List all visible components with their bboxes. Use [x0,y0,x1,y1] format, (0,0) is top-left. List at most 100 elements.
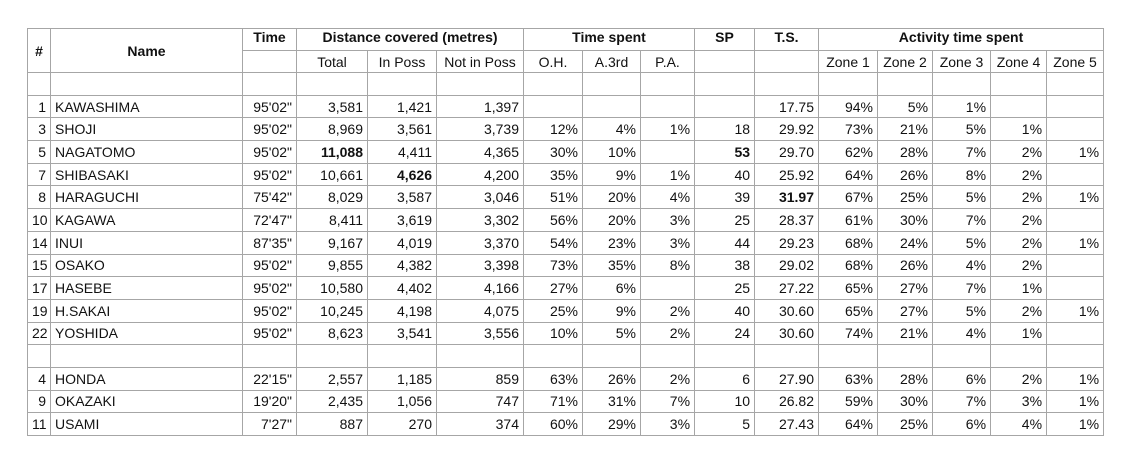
empty-cell [523,344,583,368]
cell: 26% [877,253,934,278]
cell: 39 [694,185,756,210]
column-header: Time [242,28,297,51]
cell: 56% [523,208,583,232]
subcolumn-header: Zone 4 [990,50,1048,73]
cell: 95'02" [242,162,297,187]
cell: 5 [694,412,756,436]
empty-cell [877,72,934,96]
player-row: 10 KAGAWA 72'47" 8,411 3,619 3,302 56% 20% 3% 25 2… [27,208,1105,232]
empty-cell [436,72,524,96]
cell: 23% [582,230,641,255]
empty-cell [990,72,1048,96]
cell: 9,855 [296,253,368,278]
cell: 63% [818,366,879,391]
cell: 94% [818,94,879,119]
cell: 7% [639,389,696,414]
cell: 1% [1046,389,1105,414]
cell: 4,198 [367,298,437,323]
cell: 3,398 [436,253,524,278]
cell: 29% [582,412,641,436]
cell: 1 [27,94,51,119]
empty-cell [639,276,696,300]
cell: 95'02" [242,94,297,119]
empty-cell [754,72,820,96]
empty-cell [818,72,879,96]
cell: 2% [990,298,1048,323]
empty-cell [639,72,696,96]
empty-cell [932,72,992,96]
cell: 2% [990,253,1048,278]
cell: 4,365 [436,140,524,164]
cell: 65% [818,276,879,300]
cell: 1% [1046,298,1105,323]
cell: 4,075 [436,298,524,323]
subheader-row: Total In Poss Not in Poss O.H. A.3rd P.A. Zone… [28,50,1105,73]
player-name: INUI [50,230,243,255]
cell: 374 [436,412,524,436]
cell: 64% [818,412,879,436]
cell: 28% [877,366,934,391]
cell: 28.37 [754,208,820,232]
cell: 22 [27,321,51,346]
empty-cell [50,344,243,368]
cell: 30.60 [754,298,820,323]
cell: 8,411 [296,208,368,232]
cell: 24% [877,230,934,255]
empty-cell [1046,208,1105,232]
column-header: Name [50,28,243,73]
cell: 40 [694,298,756,323]
player-row: 5 NAGATOMO 95'02" 11,088 4,411 4,365 30% 10% 53 2… [27,140,1105,164]
cell: 72'47" [242,208,297,232]
cell: 2% [639,321,696,346]
cell: 1,185 [367,366,437,391]
cell: 25% [877,412,934,436]
cell: 2% [990,140,1048,164]
cell: 26% [877,162,934,187]
player-name: YOSHIDA [50,321,243,346]
cell: 4,382 [367,253,437,278]
empty-header [754,50,820,73]
cell: 30% [877,389,934,414]
cell: 7% [932,140,992,164]
player-row: 4 HONDA 22'15" 2,557 1,185 859 63% 26% 2% 6 27.90 6… [27,366,1105,391]
cell: 3,541 [367,321,437,346]
column-header: Time spent [522,28,696,51]
cell: 5% [582,321,641,346]
cell: 25.92 [754,162,820,187]
player-row: 1 KAWASHIMA 95'02" 3,581 1,421 1,397 17.75 94% 5… [27,94,1105,119]
cell: 95'02" [242,117,297,142]
cell: 3% [639,208,696,232]
cell: 12% [523,117,583,142]
cell: 5% [877,94,934,119]
stats-table: # Name Time Distance covered (metres) Time s… [27,28,1105,436]
cell: 3% [639,230,696,255]
cell: 8% [639,253,696,278]
cell: 67% [818,185,879,210]
cell: 27% [877,276,934,300]
cell: 65% [818,298,879,323]
cell: 9,167 [296,230,368,255]
cell: 73% [523,253,583,278]
cell: 4,200 [436,162,524,187]
empty-cell [1046,72,1105,96]
cell: 859 [436,366,524,391]
cell: 74% [818,321,879,346]
cell: 38 [694,253,756,278]
cell: 24 [694,321,756,346]
cell: 5% [932,230,992,255]
cell: 25 [694,208,756,232]
cell: 95'02" [242,321,297,346]
cell: 3,046 [436,185,524,210]
player-row: 14 INUI 87'35" 9,167 4,019 3,370 54% 23% 3% 44 29.… [27,230,1105,255]
cell: 27% [523,276,583,300]
cell: 60% [523,412,583,436]
player-name: OSAKO [50,253,243,278]
cell: 21% [877,321,934,346]
cell: 6 [694,366,756,391]
player-name: HASEBE [50,276,243,300]
cell: 64% [818,162,879,187]
cell: 18 [694,117,756,142]
cell: 3% [990,389,1048,414]
cell: 3,302 [436,208,524,232]
